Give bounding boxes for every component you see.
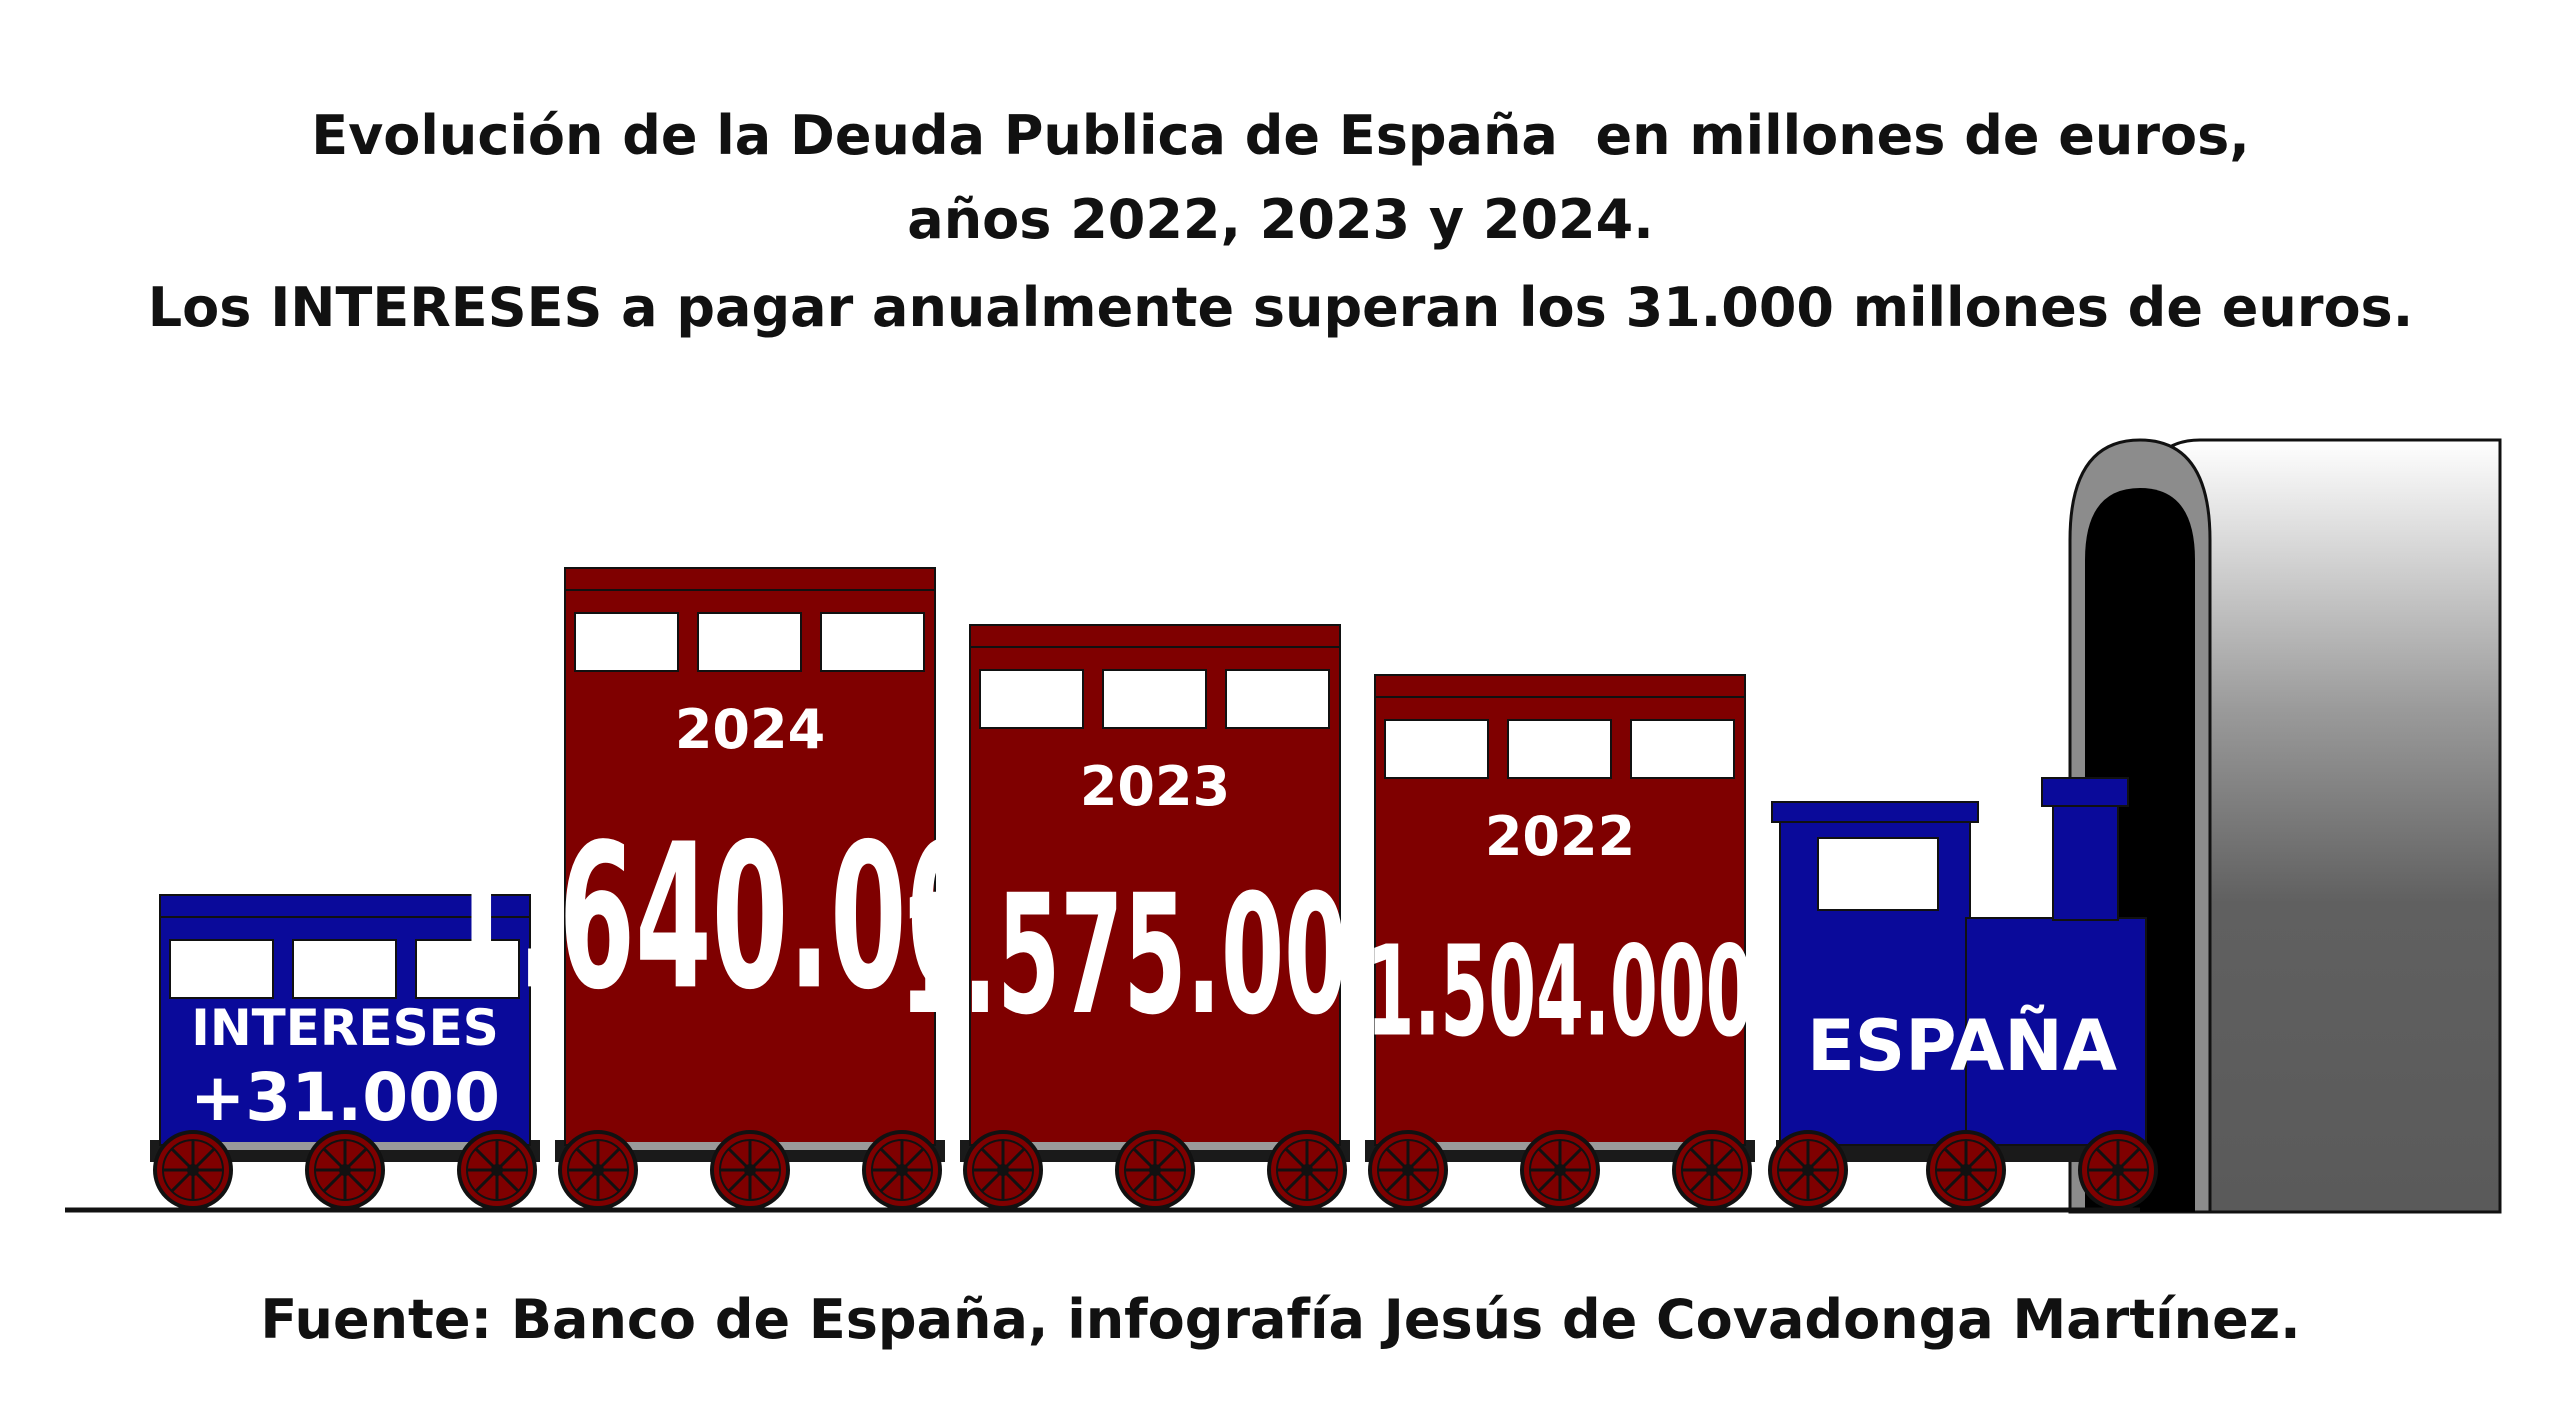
wheel: [1267, 1130, 1347, 1210]
window: [1507, 719, 1612, 779]
window: [415, 939, 520, 999]
window: [697, 612, 802, 672]
wagon-amount: 1.640.000: [440, 802, 1059, 1035]
title-line-3: Los INTERESES a pagar anualmente superan…: [147, 276, 2414, 339]
window: [1225, 669, 1330, 729]
wheel: [457, 1130, 537, 1210]
window: [1102, 669, 1207, 729]
wheel: [1768, 1130, 1848, 1210]
wheel: [2078, 1130, 2158, 1210]
wheel: [1672, 1130, 1752, 1210]
wagon-2022: 2022 1.504.000: [1365, 674, 1755, 1210]
wheel: [558, 1130, 638, 1210]
window: [1384, 719, 1489, 779]
title-line-2: años 2022, 2023 y 2024.: [907, 188, 1654, 251]
wheel: [862, 1130, 942, 1210]
source-credit: Fuente: Banco de España, infografía Jesú…: [260, 1288, 2301, 1351]
locomotive: ESPAÑA: [1768, 777, 2158, 1210]
intereses-label: INTERESES: [191, 999, 499, 1057]
wagon-amount: 1.575.000: [900, 860, 1411, 1052]
wagon-year: 2022: [1485, 805, 1635, 868]
wagon-2023: 2023 1.575.000: [900, 624, 1411, 1210]
window: [1630, 719, 1735, 779]
window: [169, 939, 274, 999]
window: [574, 612, 679, 672]
window: [979, 669, 1084, 729]
wagon-amount: 1.504.000: [1366, 918, 1753, 1064]
intereses-car: INTERESES+31.000: [150, 894, 540, 1210]
wagon-year: 2023: [1080, 755, 1230, 818]
wheel: [710, 1130, 790, 1210]
wheel: [1926, 1130, 2006, 1210]
title-line-1: Evolución de la Deuda Publica de España …: [311, 104, 2250, 167]
intereses-amount: +31.000: [190, 1059, 500, 1136]
wheel: [153, 1130, 233, 1210]
wheel: [1520, 1130, 1600, 1210]
window: [820, 612, 925, 672]
wagon-2024: 2024 1.640.000: [440, 567, 1060, 1210]
window: [292, 939, 397, 999]
wheel: [305, 1130, 385, 1210]
wheel: [1368, 1130, 1448, 1210]
wheel: [963, 1130, 1043, 1210]
locomotive-label: ESPAÑA: [1807, 1005, 2117, 1087]
wagon-year: 2024: [675, 698, 825, 761]
wheel: [1115, 1130, 1195, 1210]
